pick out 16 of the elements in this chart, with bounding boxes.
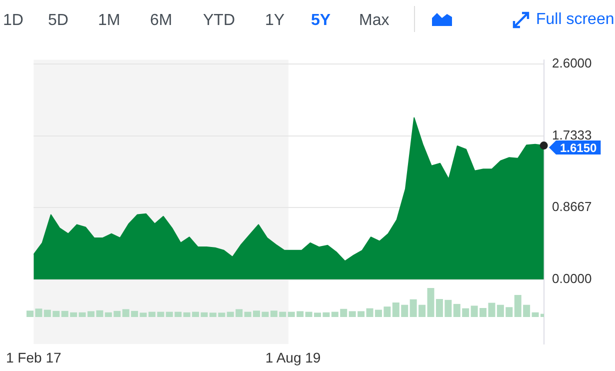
y-tick-label: 0.8667 bbox=[552, 199, 592, 214]
y-tick-label: 1.7333 bbox=[552, 127, 592, 142]
text: 6M bbox=[150, 11, 172, 31]
text: Max bbox=[359, 11, 390, 31]
text: YTD bbox=[203, 11, 235, 31]
text: 1Y bbox=[265, 11, 285, 31]
x-tick-label: 1 Aug 19 bbox=[265, 349, 321, 366]
text: 5Y bbox=[311, 11, 331, 31]
text: 1M bbox=[98, 11, 120, 31]
text: 5D bbox=[48, 11, 68, 31]
text: Full screen bbox=[536, 10, 614, 30]
y-tick-label: 0.0000 bbox=[552, 270, 592, 286]
text: 1D bbox=[3, 11, 24, 31]
data-label: 1.6150 bbox=[560, 140, 598, 155]
y-tick-label: 2.6000 bbox=[552, 56, 592, 71]
x-tick-label: 1 Feb 17 bbox=[6, 349, 62, 366]
